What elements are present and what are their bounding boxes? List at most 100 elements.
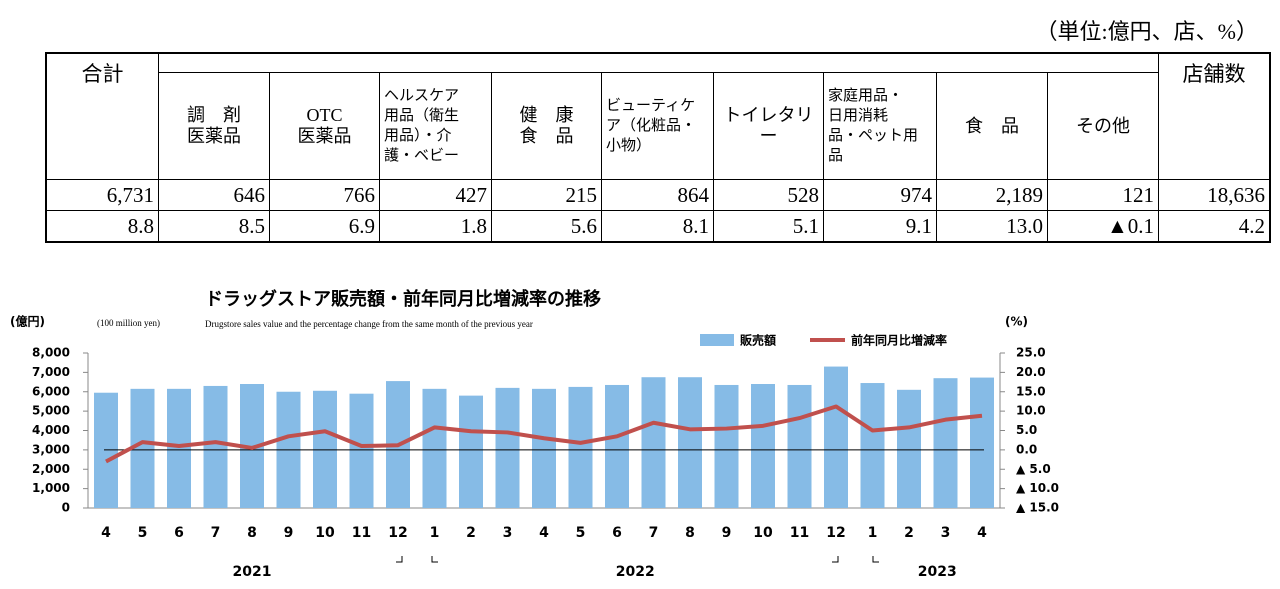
header-text: 医薬品 bbox=[187, 126, 241, 146]
x-tick-label: 5 bbox=[138, 525, 148, 541]
bar bbox=[787, 384, 812, 508]
cell: 13.0 bbox=[936, 210, 1048, 243]
cell: 6,731 bbox=[45, 179, 159, 211]
year-label: 2023 bbox=[918, 564, 957, 580]
x-tick-label: 9 bbox=[284, 525, 294, 541]
x-tick-label: 10 bbox=[315, 525, 335, 541]
bar bbox=[714, 384, 739, 508]
x-tick-label: 3 bbox=[941, 525, 951, 541]
cell: 1.8 bbox=[379, 210, 492, 243]
data-row: 8.8 8.5 6.9 1.8 5.6 8.1 5.1 9.1 13.0 ▲0.1 4.2 bbox=[45, 210, 1271, 243]
header-text: ビューティケ bbox=[606, 98, 696, 114]
x-tick-label: 2 bbox=[466, 525, 476, 541]
header-text: 護・ベビー bbox=[384, 148, 460, 164]
cell: 4.2 bbox=[1158, 210, 1271, 243]
header-text: 品 bbox=[828, 148, 844, 164]
header-text: トイレタリー bbox=[723, 105, 814, 146]
cell: 8.8 bbox=[45, 210, 159, 243]
cell: 9.1 bbox=[823, 210, 937, 243]
header-text: 食 品 bbox=[519, 126, 574, 146]
x-tick-label: 6 bbox=[612, 525, 622, 541]
y-tick-label: 6,000 bbox=[32, 384, 70, 398]
y2-tick-label: 10.0 bbox=[1016, 404, 1046, 418]
y-tick-label: 4,000 bbox=[32, 423, 70, 437]
x-tick-label: 4 bbox=[539, 525, 549, 541]
bar bbox=[422, 388, 447, 508]
chart-title: ドラッグストア販売額・前年同月比増減率の推移 bbox=[205, 288, 601, 310]
chart-subtitle: Drugstore sales value and the percentage… bbox=[205, 319, 533, 329]
header-cell: 食 品 bbox=[936, 72, 1048, 180]
y2-axis-label: (%) bbox=[1005, 315, 1028, 329]
cell: 18,636 bbox=[1158, 179, 1271, 211]
y2-tick-label: 5.0 bbox=[1016, 423, 1037, 437]
bar bbox=[824, 366, 848, 508]
y-tick-label: 7,000 bbox=[32, 365, 70, 379]
cell: 5.6 bbox=[491, 210, 602, 243]
cell: 864 bbox=[601, 179, 714, 211]
header-cell: 店舗数 bbox=[1158, 52, 1271, 180]
header-text: OTC bbox=[306, 105, 343, 125]
header-text: 日用消耗 bbox=[828, 108, 889, 124]
bar bbox=[495, 387, 520, 508]
bar bbox=[349, 393, 374, 508]
unit-note: （単位:億円、店、%） bbox=[1035, 19, 1258, 44]
cell: 8.1 bbox=[601, 210, 714, 243]
x-tick-label: 4 bbox=[977, 525, 987, 541]
x-tick-label: 2 bbox=[904, 525, 914, 541]
cell: ▲0.1 bbox=[1047, 210, 1159, 243]
bar bbox=[970, 377, 994, 508]
header-cell: OTC 医薬品 bbox=[269, 72, 380, 180]
header-text: ヘルスケア bbox=[384, 88, 460, 104]
header-text: 合計 bbox=[81, 62, 124, 86]
x-tick-label: 8 bbox=[247, 525, 257, 541]
y-tick-label: 1,000 bbox=[32, 481, 70, 495]
header-row: 調 剤医薬品 OTC 医薬品 ヘルスケア 用品（衛生 用品）・介 護・ベビー健 康食 品ビュ… bbox=[46, 72, 1270, 180]
y-tick-label: 2,000 bbox=[32, 462, 70, 476]
y2-tick-label: 20.0 bbox=[1016, 365, 1046, 379]
header-text: 健 康 bbox=[519, 105, 574, 125]
legend-label: 販売額 bbox=[740, 333, 776, 348]
header-cell: 健 康食 品 bbox=[491, 72, 602, 180]
y-axis-label-en: (100 million yen) bbox=[97, 318, 160, 328]
x-tick-label: 11 bbox=[790, 525, 809, 541]
bar bbox=[167, 388, 191, 508]
bar bbox=[751, 384, 775, 508]
y-tick-label: 5,000 bbox=[32, 404, 70, 418]
header-text: 食 品 bbox=[965, 115, 1019, 136]
cell: 766 bbox=[269, 179, 380, 211]
x-tick-label: 10 bbox=[753, 525, 773, 541]
rate-line bbox=[105, 404, 983, 464]
bar bbox=[203, 385, 228, 508]
cell: 974 bbox=[823, 179, 937, 211]
cell: 2,189 bbox=[936, 179, 1048, 211]
y-axis-label: (億円) bbox=[10, 314, 45, 329]
header-cell: 調 剤医薬品 bbox=[158, 72, 270, 180]
sales-table: 合計 店舗数調 剤医薬品 OTC 医薬品 ヘルスケア 用品（衛生 用品）・介 護・ベビー健 康… bbox=[45, 52, 1271, 243]
year-label: 2022 bbox=[616, 564, 655, 580]
bar bbox=[459, 395, 483, 508]
data-row: 6,731 646 766 427 215 864 528 974 2,189 121 18,636 bbox=[45, 179, 1271, 211]
y2-tick-label: ▲ 5.0 bbox=[1016, 462, 1051, 476]
y2-tick-label: ▲ 10.0 bbox=[1016, 481, 1059, 495]
bar bbox=[860, 383, 885, 508]
x-tick-label: 1 bbox=[430, 525, 440, 541]
cell: 6.9 bbox=[269, 210, 380, 243]
cell: 646 bbox=[158, 179, 270, 211]
bar bbox=[678, 377, 702, 508]
header-cell: トイレタリー bbox=[713, 72, 824, 180]
y-tick-label: 8,000 bbox=[32, 346, 70, 360]
x-tick-label: 12 bbox=[826, 525, 845, 541]
bar bbox=[568, 386, 593, 508]
x-tick-label: 3 bbox=[503, 525, 513, 541]
cell: 121 bbox=[1047, 179, 1159, 211]
bar bbox=[641, 377, 666, 508]
bar bbox=[897, 389, 921, 508]
y-tick-label: 0 bbox=[62, 501, 70, 515]
cell: 427 bbox=[379, 179, 492, 211]
header-cell: 家庭用品・ 日用消耗 品・ペット用品 bbox=[823, 72, 937, 180]
y2-tick-label: 0.0 bbox=[1016, 442, 1037, 456]
x-tick-label: 4 bbox=[101, 525, 111, 541]
header-cell: ヘルスケア 用品（衛生 用品）・介 護・ベビー bbox=[379, 72, 492, 180]
